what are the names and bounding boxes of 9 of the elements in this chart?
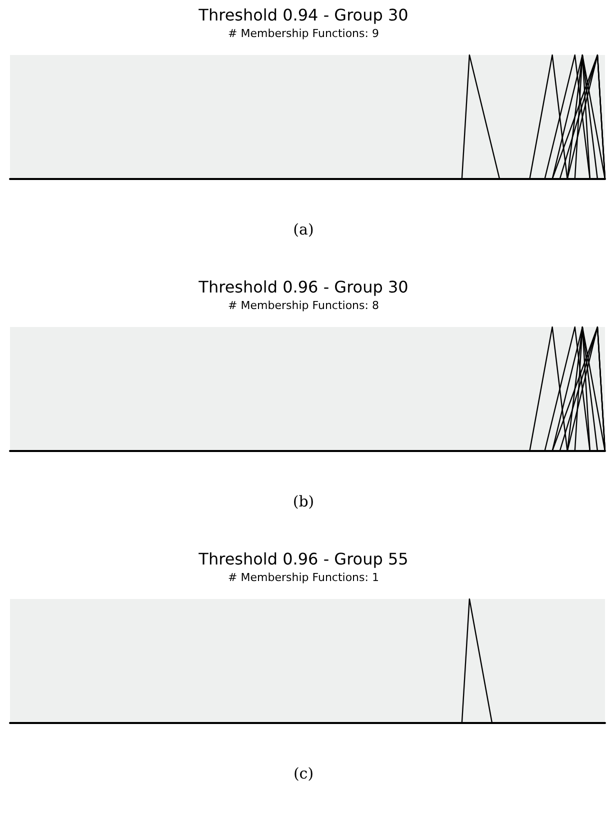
text: (a) [293,220,314,238]
chart-subtitle: # Membership Functions: 1 [228,571,379,584]
text: (c) [293,764,314,782]
chart-title: Threshold 0.96 - Group 55 [198,550,408,568]
chart-title: Threshold 0.96 - Group 30 [198,278,408,296]
text: (b) [292,492,314,510]
chart-title: Threshold 0.94 - Group 30 [198,6,408,24]
chart-subtitle: # Membership Functions: 9 [228,27,379,40]
chart-subtitle: # Membership Functions: 8 [228,299,379,312]
